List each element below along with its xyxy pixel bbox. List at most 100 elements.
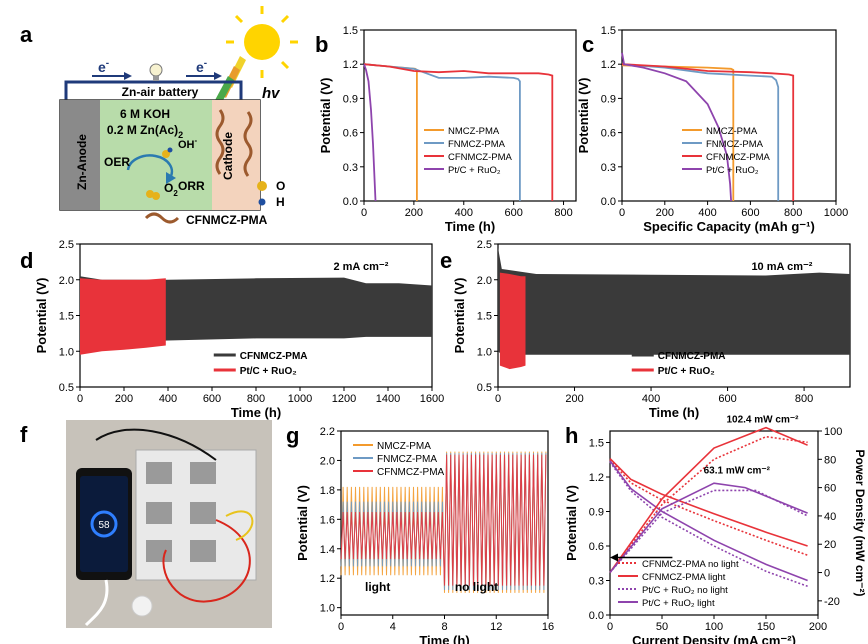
y-tick-label: 1.2 — [601, 59, 616, 71]
y-axis-label: Potential (V) — [318, 78, 333, 154]
y-tick-label: 1.2 — [589, 472, 604, 484]
y2-axis-label: Power Density (mW cm⁻²) — [853, 449, 867, 596]
legend-label: NMCZ-PMA — [706, 126, 758, 137]
legend-label: FNMCZ-PMA — [706, 139, 764, 150]
x-tick-label: 800 — [795, 393, 813, 405]
x-axis-label: Time (h) — [231, 405, 281, 420]
panel-letter-d: d — [20, 248, 33, 273]
voltage-curve-ptcruolight — [609, 460, 808, 582]
x-tick-label: 200 — [405, 207, 423, 219]
peak-power-annotation: 63.1 mW cm⁻² — [704, 465, 771, 476]
x-tick-label: 800 — [784, 207, 802, 219]
legend-label: CFNMCZ-PMA — [658, 351, 726, 362]
y-tick-label: 0.6 — [589, 541, 604, 553]
panel-letter-b: b — [315, 32, 328, 57]
y-axis-label: Potential (V) — [295, 485, 310, 561]
y2-tick-label: 100 — [824, 426, 842, 438]
x-tick-label: 8 — [441, 621, 447, 633]
y-tick-label: 0.9 — [589, 507, 604, 519]
hydrogen-atom-icon — [258, 198, 266, 206]
y-tick-label: 0.5 — [477, 382, 492, 394]
y2-tick-label: -20 — [824, 596, 840, 608]
x-tick-label: 0 — [495, 393, 501, 405]
x-tick-label: 200 — [565, 393, 583, 405]
legend-label: Pt/C + RuO₂ — [706, 165, 759, 176]
x-tick-label: 400 — [159, 393, 177, 405]
panel-letter-g: g — [286, 423, 299, 448]
legend-label: CFNMCZ-PMA — [240, 351, 308, 362]
panel-letter-c: c — [582, 32, 594, 57]
current-density-annotation: 2 mA cm⁻² — [333, 261, 388, 273]
voltage-band-cfnmczpma — [498, 247, 850, 355]
y-axis-label: Potential (V) — [564, 485, 579, 561]
y2-tick-label: 80 — [824, 454, 836, 466]
oxygen-atom-icon — [257, 181, 267, 191]
power-curve-cfnmczpmalight — [609, 426, 808, 573]
legend-label: CFNMCZ-PMA no light — [642, 559, 739, 570]
x-tick-label: 800 — [247, 393, 265, 405]
x-tick-label: 600 — [741, 207, 759, 219]
y2-tick-label: 0 — [824, 568, 830, 580]
series-line-fnmczpma — [363, 63, 521, 201]
legend-label: CFNMCZ-PMA — [448, 152, 513, 163]
electrolyte-line-2: 0.2 M Zn(Ac)2 — [107, 123, 183, 140]
x-tick-label: 600 — [504, 207, 522, 219]
y-tick-label: 0.9 — [343, 93, 358, 105]
x-axis-label: Specific Capacity (mAh g⁻¹) — [643, 219, 815, 234]
legend-label: NMCZ-PMA — [377, 441, 431, 452]
y-tick-label: 0.5 — [59, 382, 74, 394]
y-tick-label: 2.0 — [320, 455, 335, 467]
y-tick-label: 1.5 — [589, 438, 604, 450]
wire-black — [95, 428, 217, 461]
y-axis-label: Potential (V) — [576, 78, 591, 154]
peak-power-annotation: 102.4 mW cm⁻² — [726, 415, 799, 426]
y-tick-label: 1.0 — [477, 346, 492, 358]
legend-label: FNMCZ-PMA — [448, 139, 506, 150]
legend-label: Pt/C + RuO₂ — [240, 366, 297, 377]
legend-label: NMCZ-PMA — [448, 126, 500, 137]
material-label: CFNMCZ-PMA — [186, 213, 268, 227]
power-curve-cfnmczpmanolight — [609, 435, 808, 573]
y-tick-label: 0.6 — [601, 128, 616, 140]
usb-cable — [84, 579, 109, 627]
material-swatch-icon — [144, 212, 180, 224]
chart-e-cycling-10ma: 0 200 400 600 800 0.5 1.0 1.5 2.0 2.5 Time (h) Pote… — [452, 239, 851, 420]
chart-d-cycling-2ma: 0 200 400 600 800 1000 1200 1400 1600 0.5 1.0 1.5 2.… — [34, 239, 444, 420]
y-tick-label: 0.3 — [343, 162, 358, 174]
x-axis-label: Time (h) — [419, 633, 469, 644]
y2-tick-label: 40 — [824, 511, 836, 523]
device-photo: 58 — [66, 420, 272, 628]
y-tick-label: 2.0 — [59, 275, 74, 287]
x-tick-label: 200 — [809, 621, 827, 633]
zn-air-battery-schematic: hv e- e- Zn-Anode Cathode Zn-air battery… — [59, 6, 298, 227]
y-tick-label: 1.2 — [320, 573, 335, 585]
y-tick-label: 0.3 — [589, 576, 604, 588]
zn-anode — [60, 100, 100, 210]
molecule-icon — [146, 147, 173, 200]
y-tick-label: 0.6 — [343, 128, 358, 140]
circuit-wire — [64, 80, 243, 100]
y-tick-label: 1.5 — [477, 311, 492, 323]
chart-b-potential-vs-time: 0 200 400 600 800 0.0 0.3 0.6 0.9 1.2 1.5 Time (h) P… — [318, 25, 577, 234]
cathode-material-icon — [215, 109, 253, 177]
y-tick-label: 2.2 — [320, 426, 335, 438]
y-tick-label: 1.0 — [59, 346, 74, 358]
hv-label: hv — [262, 85, 281, 102]
x-tick-label: 1600 — [420, 393, 444, 405]
x-tick-label: 4 — [390, 621, 396, 633]
legend-o: O — [276, 179, 285, 193]
panel-letter-a: a — [20, 22, 33, 47]
current-density-annotation: 10 mA cm⁻² — [751, 261, 812, 273]
x-tick-label: 600 — [203, 393, 221, 405]
x-tick-label: 400 — [455, 207, 473, 219]
legend-label: Pt/C + RuO₂ no light — [642, 585, 728, 596]
voltage-band-cfnmczpma — [80, 276, 432, 348]
electrolyte-line-1: 6 M KOH — [120, 107, 170, 121]
y-tick-label: 0.3 — [601, 162, 616, 174]
charging-ring-icon — [90, 510, 118, 538]
x-tick-label: 12 — [490, 621, 502, 633]
series-line-ptcruo — [621, 52, 732, 202]
y-tick-label: 1.4 — [320, 544, 335, 556]
